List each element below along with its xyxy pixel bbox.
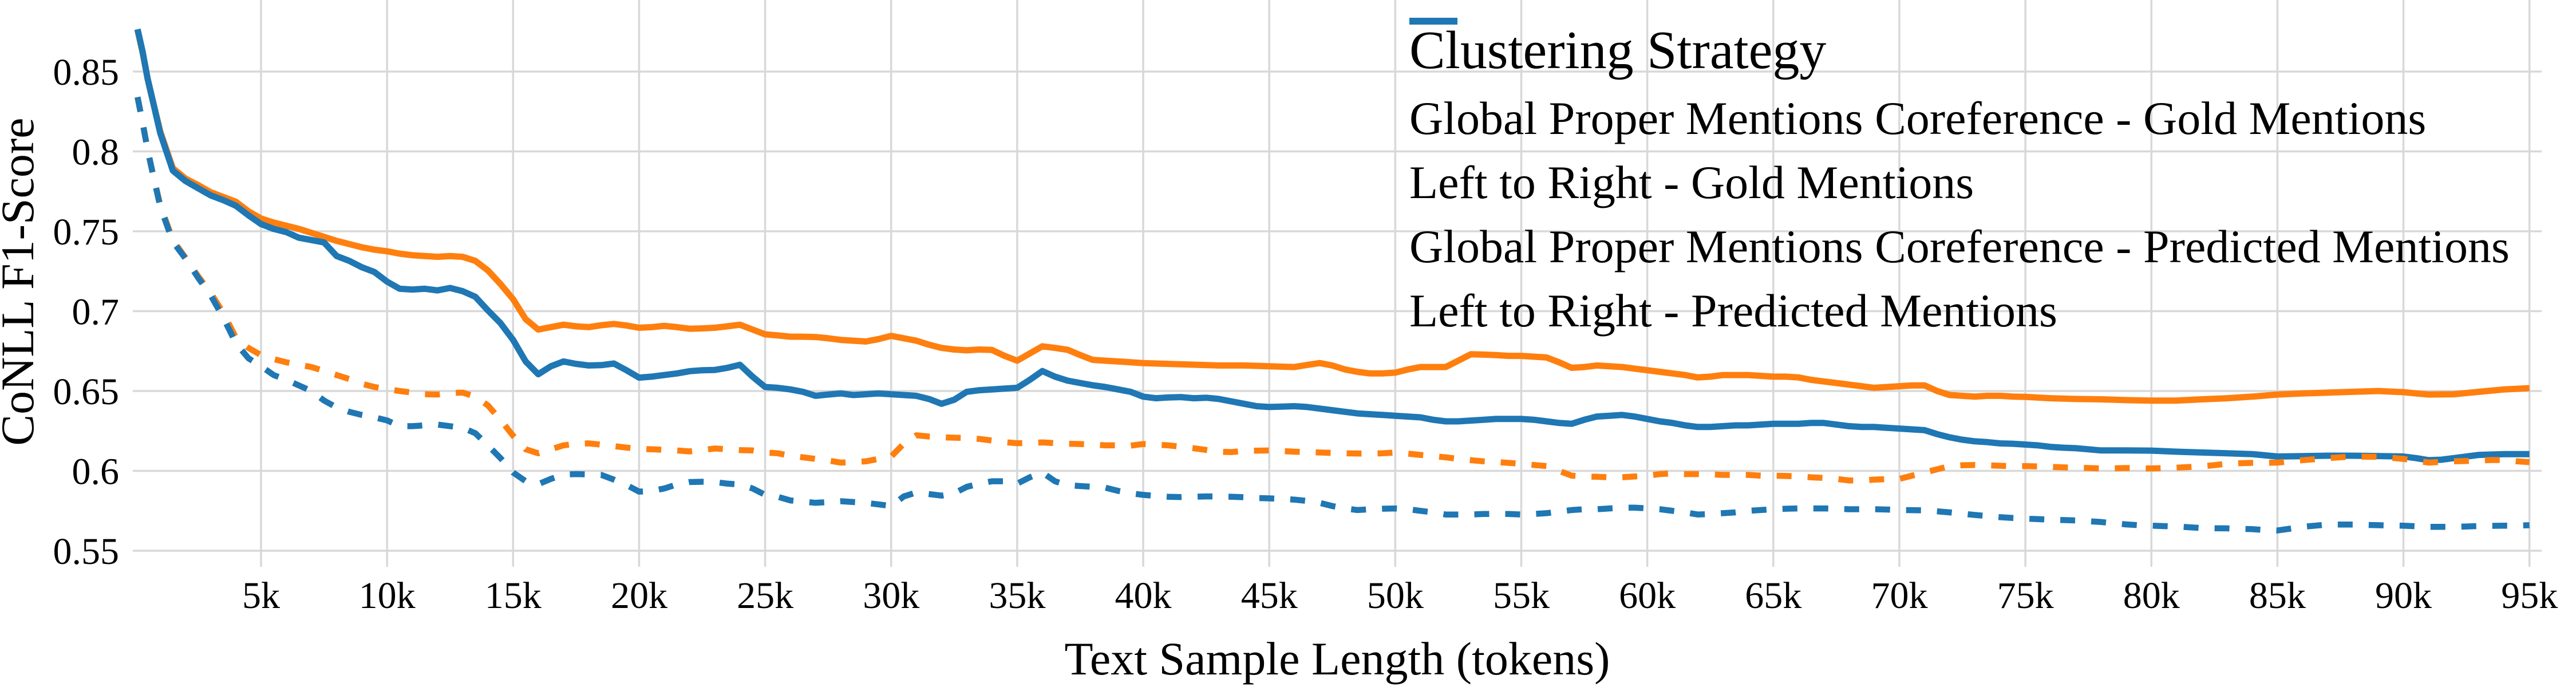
y-tick-0.65: 0.65 [53,371,120,413]
legend-items: Global Proper Mentions Coreference - Gol… [1409,18,2510,343]
x-tick-70k: 70k [1871,575,1927,617]
legend-item-gpmc-gold: Global Proper Mentions Coreference - Gol… [1409,18,2510,151]
x-tick-50k: 50k [1367,575,1424,617]
x-tick-95k: 95k [2501,575,2558,617]
x-tick-45k: 45k [1241,575,1298,617]
legend-title: Clustering Strategy [1409,21,1827,80]
line-ltr-gold [134,28,2530,464]
x-tick-20k: 20k [611,575,667,617]
x-tick-40k: 40k [1115,575,1172,617]
x-tick-75k: 75k [1997,575,2054,617]
legend-item-label: Left to Right - Predicted Mentions [1409,285,2057,337]
line-gpmc-gold [134,29,2530,404]
y-tick-0.75: 0.75 [53,211,120,253]
x-tick-25k: 25k [737,575,793,617]
y-tick-0.8: 0.8 [72,132,120,173]
x-tick-60k: 60k [1619,575,1676,617]
x-tick-90k: 90k [2375,575,2432,617]
legend-item-ltr-predicted: Left to Right - Predicted Mentions [1409,18,2510,343]
y-tick-0.7: 0.7 [72,291,120,333]
legend-item-label: Global Proper Mentions Coreference - Gol… [1409,92,2427,144]
gridlines [133,0,2542,567]
legend-item-label: Global Proper Mentions Coreference - Pre… [1409,220,2510,273]
x-tick-80k: 80k [2123,575,2180,617]
y-tick-0.55: 0.55 [53,531,120,572]
x-tick-35k: 35k [989,575,1045,617]
legend-item-ltr-gold: Left to Right - Gold Mentions [1409,18,2510,215]
y-tick-0.6: 0.6 [72,451,120,493]
x-tick-10k: 10k [359,575,416,617]
line-ltr-predicted [135,96,2530,534]
series-lines [134,28,2530,534]
x-tick-30k: 30k [863,575,919,617]
y-tick-0.85: 0.85 [53,52,120,93]
x-tick-55k: 55k [1493,575,1550,617]
y-axis-title: CoNLL F1-Score [0,117,44,445]
legend-item-gpmc-predicted: Global Proper Mentions Coreference - Pre… [1409,18,2510,279]
x-tick-5k: 5k [242,575,280,617]
x-axis-tick-labels: 5k 10k 15k 20k 25k 30k 35k 40k 45k 50k 55k 60k 65k 70… [242,575,2558,617]
x-tick-15k: 15k [485,575,542,617]
legend: Clustering Strategy Global Proper Mentio… [1409,17,2510,343]
legend-item-label: Left to Right - Gold Mentions [1409,156,1974,208]
x-tick-65k: 65k [1745,575,1801,617]
x-axis-title: Text Sample Length (tokens) [1065,633,1610,685]
x-tick-85k: 85k [2249,575,2306,617]
dashed-line-swatch-icon [1409,18,1457,25]
y-axis-tick-labels: 0.85 0.8 0.75 0.7 0.65 0.6 0.55 [53,52,120,572]
